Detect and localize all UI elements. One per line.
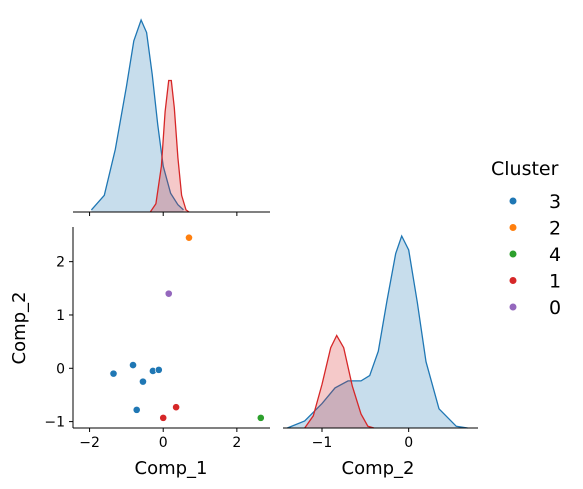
kde1-line-cluster-3 [90, 18, 184, 211]
scatter-y-tick-label: 0 [56, 361, 65, 377]
kde2-x-tick-label: −1 [312, 435, 333, 451]
scatter-point-cluster-3 [139, 377, 147, 386]
scatter-x-axis-label: Comp_1 [135, 458, 208, 479]
kde2-area-cluster-3 [287, 236, 468, 428]
legend-title: Cluster [491, 158, 559, 180]
scatter-x-tick-label: 2 [232, 435, 241, 451]
legend-label-cluster-4: 4 [549, 244, 561, 266]
kde2-line-cluster-1 [304, 334, 375, 429]
scatter-point-cluster-3 [132, 405, 141, 414]
kde1-line-cluster-1 [149, 79, 190, 213]
scatter-x-tick-label: 0 [159, 435, 168, 451]
kde2-x-tick-label: 0 [404, 435, 413, 451]
kde2-line-cluster-3 [287, 234, 468, 429]
scatter-point-cluster-1 [172, 403, 181, 412]
legend-marker-cluster-0 [508, 302, 518, 312]
legend-label-cluster-0: 0 [549, 297, 561, 319]
comp1-vs-comp2-scatter-panel: −2 0 2 −1 0 1 2 [44, 227, 270, 451]
legend: Cluster 3 2 4 1 0 [491, 158, 561, 319]
scatter-point-cluster-1 [159, 413, 168, 422]
legend-label-cluster-3: 3 [549, 191, 561, 213]
scatter-y-tick-label: 1 [56, 308, 65, 324]
comp1-kde-panel [73, 18, 270, 216]
scatter-point-cluster-2 [185, 233, 193, 242]
kde1-area-cluster-3 [91, 20, 184, 212]
scatter-x-tick-label: −2 [79, 435, 100, 451]
scatter-point-cluster-3 [129, 361, 137, 369]
scatter-y-tick-label: 2 [56, 255, 65, 271]
kde2-area-cluster-1 [304, 335, 374, 428]
scatter-point-cluster-3 [109, 369, 118, 378]
legend-marker-cluster-1 [508, 276, 518, 285]
legend-marker-cluster-4 [508, 249, 518, 259]
legend-marker-cluster-3 [508, 196, 518, 206]
legend-marker-cluster-2 [508, 223, 518, 232]
scatter-point-cluster-0 [164, 289, 173, 298]
legend-label-cluster-2: 2 [549, 218, 561, 240]
scatter-y-tick-label: −1 [44, 415, 65, 431]
comp2-kde-panel: −1 0 [283, 234, 478, 451]
scatter-point-cluster-3 [154, 365, 163, 374]
kde2-x-axis-label: Comp_2 [342, 458, 415, 479]
legend-label-cluster-1: 1 [549, 271, 561, 293]
scatter-point-cluster-4 [256, 413, 265, 422]
scatter-y-axis-label: Comp_2 [9, 292, 30, 365]
